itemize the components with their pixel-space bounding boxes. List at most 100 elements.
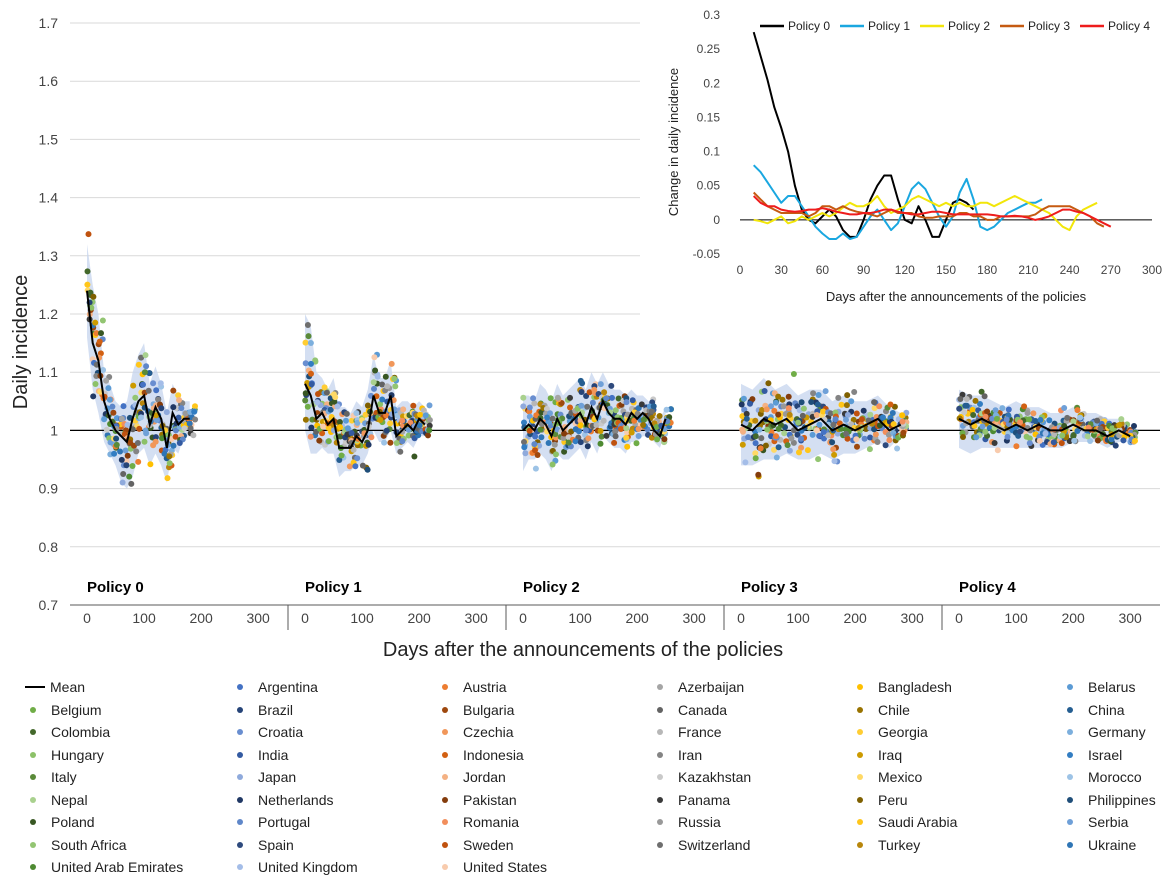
country-point	[377, 417, 384, 423]
country-point	[312, 357, 319, 364]
country-point	[532, 465, 539, 472]
legend-item-country: Russia	[652, 811, 721, 833]
x-tick-label: 200	[843, 610, 867, 626]
country-point	[871, 405, 878, 412]
country-point	[589, 399, 596, 406]
country-point	[567, 404, 573, 411]
legend-label: Philippines	[1088, 791, 1156, 808]
country-point	[1084, 433, 1091, 440]
country-point	[775, 444, 782, 451]
country-point	[530, 395, 537, 402]
legend-label: Romania	[463, 814, 520, 830]
country-point	[532, 447, 538, 454]
country-point	[992, 407, 999, 414]
x-tick-label: 200	[407, 610, 431, 626]
country-point	[547, 410, 553, 417]
legend-item-country: Japan	[232, 766, 296, 788]
country-point	[410, 402, 417, 409]
country-point	[813, 412, 820, 418]
country-point	[633, 440, 640, 447]
country-point	[302, 390, 309, 397]
country-point	[307, 340, 314, 346]
country-point	[135, 458, 142, 465]
mean-line	[304, 383, 426, 449]
country-point	[876, 403, 883, 410]
country-point	[742, 459, 749, 466]
country-point	[119, 479, 126, 486]
country-point	[585, 435, 592, 442]
country-point	[609, 394, 615, 401]
country-point	[172, 427, 179, 434]
legend-label: Argentina	[258, 679, 318, 695]
legend-item-country: South Africa	[25, 834, 127, 856]
x-tick-label: 100	[132, 610, 156, 626]
country-point	[663, 406, 670, 413]
country-point	[379, 381, 386, 388]
country-point	[400, 406, 407, 413]
panel-label: Policy 2	[523, 579, 580, 596]
legend-label: Mean	[50, 679, 86, 695]
legend-dot-swatch	[657, 796, 663, 803]
legend-dot-swatch	[237, 706, 243, 713]
country-point	[624, 443, 631, 450]
country-point	[597, 428, 604, 434]
country-point	[1042, 430, 1049, 437]
country-point	[991, 440, 998, 446]
country-point	[192, 416, 199, 423]
x-tick-label: 300	[464, 610, 488, 626]
country-point	[838, 401, 845, 408]
country-point	[147, 461, 154, 468]
country-point	[775, 425, 782, 432]
legend-item-country: Spain	[232, 834, 294, 856]
legend-label: Spain	[258, 836, 294, 853]
legend-label: Nepal	[51, 791, 88, 808]
country-point	[346, 463, 353, 470]
country-point	[187, 425, 194, 432]
country-point	[110, 409, 117, 416]
country-point	[648, 408, 655, 415]
x-tick-label: 0	[83, 610, 91, 626]
country-point	[538, 434, 545, 441]
country-point	[371, 354, 378, 361]
country-point	[972, 397, 979, 404]
country-point	[1094, 437, 1101, 444]
country-point	[152, 434, 159, 441]
x-tick-label: 300	[1118, 610, 1142, 626]
country-point	[364, 402, 371, 409]
country-point	[170, 387, 177, 394]
country-point	[788, 435, 795, 442]
country-point	[795, 419, 802, 426]
country-point	[133, 448, 140, 455]
country-point	[597, 381, 604, 388]
country-point	[392, 383, 399, 390]
country-point	[982, 413, 989, 420]
country-point	[302, 360, 309, 367]
country-point	[623, 434, 630, 441]
country-point	[831, 451, 838, 458]
legend-dot-swatch	[657, 729, 663, 735]
legend-dot-swatch	[30, 774, 36, 780]
legend-label: Belgium	[51, 701, 102, 718]
legend-label: Morocco	[1088, 769, 1142, 785]
legend-dot-swatch	[1067, 774, 1073, 780]
legend-dot-swatch	[1067, 684, 1073, 690]
inset-series-line	[752, 191, 1105, 228]
country-point	[129, 463, 136, 469]
country-point	[387, 439, 394, 446]
legend-label: Panama	[678, 791, 731, 808]
country-point	[170, 404, 177, 411]
country-point	[765, 380, 772, 387]
country-point	[612, 433, 619, 440]
country-point	[578, 402, 585, 409]
legend-item-country: France	[652, 721, 722, 743]
country-point	[191, 408, 198, 415]
legend-item-country: Austria	[437, 676, 507, 698]
country-point	[85, 231, 92, 238]
country-point	[117, 448, 124, 455]
country-point	[325, 438, 332, 445]
country-point	[561, 448, 568, 455]
country-point	[572, 426, 579, 433]
x-tick-label: 200	[189, 610, 213, 626]
country-point	[1066, 438, 1073, 445]
y-tick-label: 1.1	[39, 364, 59, 380]
